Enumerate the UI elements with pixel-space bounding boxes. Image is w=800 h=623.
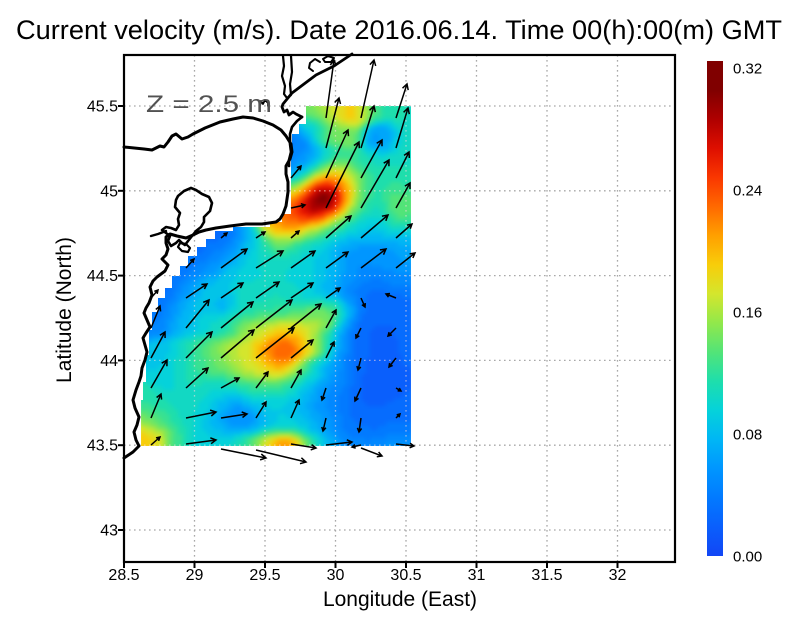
svg-text:31.5: 31.5 (531, 567, 562, 584)
svg-text:32: 32 (609, 567, 627, 584)
svg-text:30.5: 30.5 (390, 567, 421, 584)
svg-text:0.08: 0.08 (733, 427, 762, 444)
svg-text:Latitude (North): Latitude (North) (53, 237, 76, 383)
svg-text:28.5: 28.5 (108, 567, 139, 584)
svg-text:45: 45 (100, 183, 118, 200)
svg-text:29: 29 (186, 567, 204, 584)
svg-text:31: 31 (468, 567, 486, 584)
svg-text:Current velocity (m/s). Date 2: Current velocity (m/s). Date 2016.06.14.… (16, 15, 782, 45)
svg-text:43: 43 (100, 523, 118, 540)
svg-text:0.16: 0.16 (733, 305, 762, 322)
svg-text:45.5: 45.5 (87, 99, 118, 116)
svg-text:Z = 2.5 m: Z = 2.5 m (146, 91, 272, 118)
svg-text:44: 44 (100, 353, 118, 370)
svg-text:0.00: 0.00 (733, 549, 762, 566)
svg-text:43.5: 43.5 (87, 438, 118, 455)
svg-text:0.32: 0.32 (733, 61, 762, 78)
svg-text:30: 30 (327, 567, 345, 584)
svg-text:0.24: 0.24 (733, 183, 762, 200)
svg-text:Longitude (East): Longitude (East) (323, 588, 477, 611)
svg-text:44.5: 44.5 (87, 268, 118, 285)
svg-text:29.5: 29.5 (249, 567, 280, 584)
